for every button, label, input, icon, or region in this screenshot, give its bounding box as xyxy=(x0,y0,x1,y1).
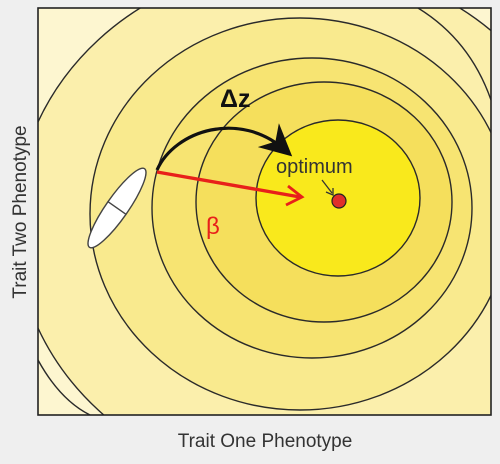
delta-z-label: Δz xyxy=(220,85,250,113)
fitness-contours xyxy=(38,8,491,415)
optimum-pointer-head xyxy=(325,188,334,196)
plot-border xyxy=(37,7,492,416)
optimum-label: optimum xyxy=(276,156,353,178)
contour-corner-top-right xyxy=(417,8,491,101)
beta-label: β xyxy=(206,213,220,240)
ellipse-icon xyxy=(87,167,147,249)
response-arrow xyxy=(155,123,293,171)
selection-gradient-arrow xyxy=(156,170,301,199)
y-axis-label: Trait Two Phenotype xyxy=(10,125,31,298)
dot-icon xyxy=(331,193,347,209)
x-axis-label: Trait One Phenotype xyxy=(178,431,353,452)
contour-corner-bottom-left xyxy=(38,359,91,415)
selection-arrow-head xyxy=(285,184,305,207)
optimum-pointer xyxy=(321,179,333,194)
